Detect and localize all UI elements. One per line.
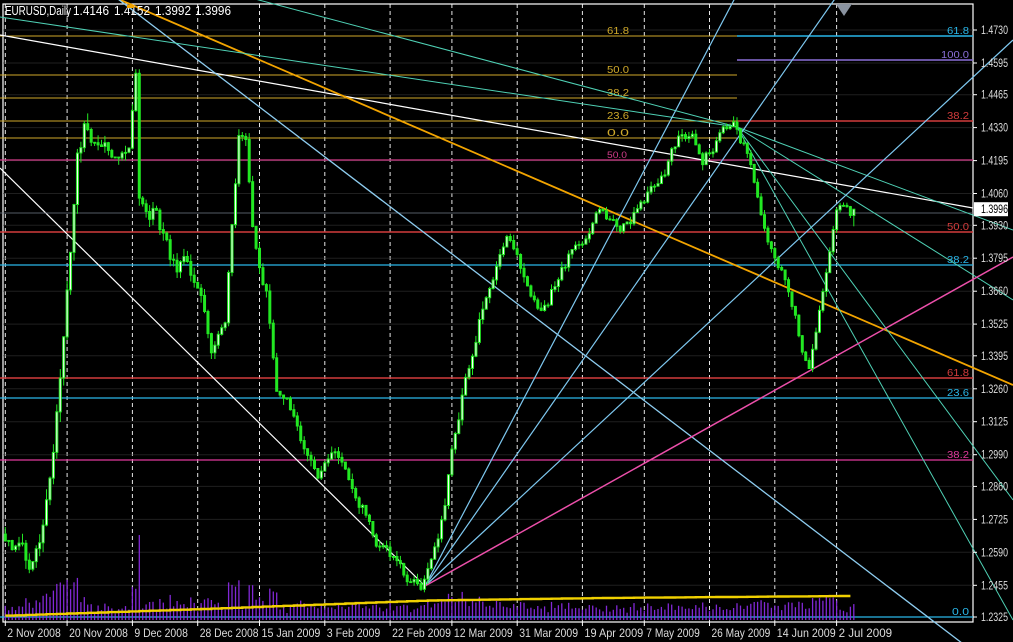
- svg-text:1.2860: 1.2860: [981, 479, 1008, 493]
- svg-text:23.6: 23.6: [607, 110, 629, 122]
- svg-text:EURUSD,Daily: EURUSD,Daily: [5, 4, 72, 18]
- svg-text:1.3996: 1.3996: [981, 202, 1008, 216]
- svg-text:0.0: 0.0: [952, 606, 969, 618]
- svg-text:1.2725: 1.2725: [981, 512, 1008, 526]
- svg-text:1.4595: 1.4595: [981, 56, 1008, 70]
- svg-text:19 Apr 2009: 19 Apr 2009: [584, 626, 643, 640]
- svg-text:1.2325: 1.2325: [981, 610, 1008, 624]
- svg-text:1.3795: 1.3795: [981, 251, 1008, 265]
- svg-text:1.4195: 1.4195: [981, 154, 1008, 168]
- svg-text:1.3992: 1.3992: [155, 4, 191, 18]
- svg-text:1.4330: 1.4330: [981, 121, 1008, 135]
- svg-text:61.8: 61.8: [947, 25, 969, 37]
- svg-text:1.3660: 1.3660: [981, 284, 1008, 298]
- svg-text:1.2455: 1.2455: [981, 578, 1008, 592]
- svg-text:100.0: 100.0: [941, 49, 969, 61]
- svg-text:20 Nov 2008: 20 Nov 2008: [69, 626, 128, 640]
- svg-text:38.2: 38.2: [947, 110, 969, 122]
- svg-text:14 Jun 2009: 14 Jun 2009: [777, 626, 836, 640]
- svg-text:50.0: 50.0: [607, 64, 629, 76]
- svg-text:1.3996: 1.3996: [195, 4, 231, 18]
- svg-text:1.3260: 1.3260: [981, 382, 1008, 396]
- svg-text:15 Jan 2009: 15 Jan 2009: [262, 626, 321, 640]
- svg-text:9 Dec 2008: 9 Dec 2008: [134, 626, 188, 640]
- svg-text:3 Feb 2009: 3 Feb 2009: [327, 626, 381, 640]
- svg-text:22 Feb 2009: 22 Feb 2009: [392, 626, 451, 640]
- svg-text:1.2590: 1.2590: [981, 545, 1008, 559]
- svg-text:50.0: 50.0: [947, 221, 969, 233]
- svg-text:1.4146: 1.4146: [73, 4, 109, 18]
- svg-text:38.2: 38.2: [947, 254, 969, 266]
- svg-text:38.2: 38.2: [947, 449, 969, 461]
- svg-text:2 Nov 2008: 2 Nov 2008: [7, 626, 61, 640]
- svg-text:1.3525: 1.3525: [981, 317, 1008, 331]
- svg-text:1.2990: 1.2990: [981, 448, 1008, 462]
- svg-text:2 Jul 2009: 2 Jul 2009: [839, 626, 893, 640]
- svg-text:1.3125: 1.3125: [981, 415, 1008, 429]
- svg-text:1.4730: 1.4730: [981, 23, 1008, 37]
- svg-text:1.3930: 1.3930: [981, 218, 1008, 232]
- svg-text:7 May 2009: 7 May 2009: [646, 626, 700, 640]
- svg-text:23.6: 23.6: [947, 387, 969, 399]
- svg-text:12 Mar 2009: 12 Mar 2009: [454, 626, 513, 640]
- svg-text:61.8: 61.8: [607, 25, 629, 37]
- svg-text:0.0: 0.0: [607, 127, 629, 139]
- svg-text:26 May 2009: 26 May 2009: [712, 626, 771, 640]
- svg-text:1.4060: 1.4060: [981, 187, 1008, 201]
- svg-text:28 Dec 2008: 28 Dec 2008: [200, 626, 259, 640]
- svg-text:31 Mar 2009: 31 Mar 2009: [519, 626, 578, 640]
- svg-text:50.0: 50.0: [607, 150, 627, 161]
- svg-text:1.4465: 1.4465: [981, 88, 1008, 102]
- svg-text:61.8: 61.8: [947, 367, 969, 379]
- svg-text:1.3395: 1.3395: [981, 349, 1008, 363]
